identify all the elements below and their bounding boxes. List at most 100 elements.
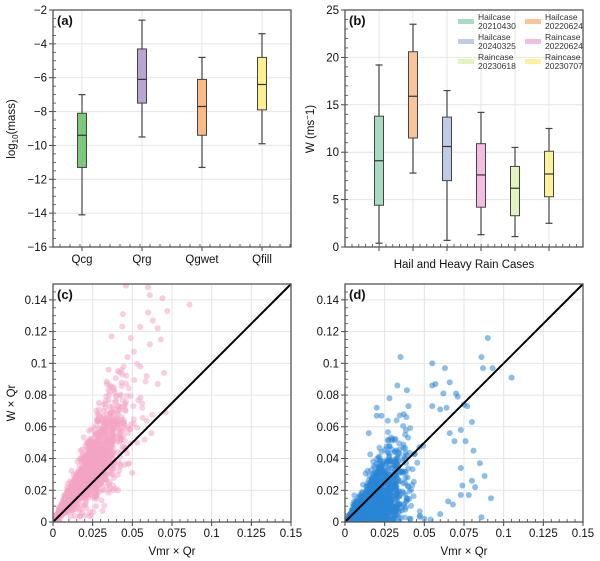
x-tick-label: 0 <box>342 528 348 540</box>
scatter-point <box>408 502 415 509</box>
scatter-point <box>382 469 389 476</box>
x-tick-label: 0.125 <box>529 528 558 540</box>
scatter-point <box>367 499 374 506</box>
scatter-point <box>476 460 483 467</box>
scatter-point <box>437 511 444 518</box>
legend-label-line2: 20220624 <box>545 21 583 31</box>
scatter-point <box>454 393 461 400</box>
scatter-point <box>95 452 102 459</box>
scatter-point <box>402 431 409 438</box>
scatter-point <box>131 377 138 384</box>
scatter-point <box>465 492 472 499</box>
scatter-point <box>446 430 453 437</box>
scatter-point <box>389 483 396 490</box>
scatter-point <box>481 472 488 479</box>
y-axis-label: W (ms−1) <box>303 105 317 153</box>
scatter-point <box>97 481 104 488</box>
scatter-point <box>432 380 439 387</box>
scatter-point <box>402 504 409 511</box>
panel-0: −16 −14 −12 −10 −8 −6 −4 −2 Qcg Qrg Qgwet Qfill (a) l… <box>6 5 292 266</box>
panel-1: 0 5 10 15 20 25 (b) Hail and Heavy Rain Cases W … <box>303 5 584 271</box>
scatter-point <box>116 407 123 414</box>
scatter-point <box>380 458 387 465</box>
scatter-point <box>441 365 448 372</box>
scatter-point <box>114 449 121 456</box>
scatter-point <box>384 417 391 424</box>
x-tick-label: 0.15 <box>280 528 302 540</box>
legend-swatch <box>458 39 474 44</box>
scatter-point <box>159 295 166 302</box>
scatter-point <box>393 447 400 454</box>
scatter-point <box>139 414 146 421</box>
scatter-point <box>67 486 74 493</box>
scatter-point <box>80 495 87 502</box>
scatter-point <box>489 365 496 372</box>
scatter-point <box>361 518 368 522</box>
scatter-point <box>143 373 150 380</box>
scatter-point <box>487 495 494 502</box>
box-case-4 <box>510 165 520 217</box>
y-tick-label: 5 <box>333 195 339 207</box>
scatter-point <box>382 496 389 503</box>
scatter-point <box>137 323 144 330</box>
scatter-point <box>118 383 125 390</box>
scatter-point <box>115 421 122 428</box>
legend-label-line1: Raincase <box>545 52 581 62</box>
y-axis-label-rest: 1) <box>305 105 317 115</box>
scatter-point <box>71 513 78 520</box>
scatter-point <box>449 501 456 508</box>
x-tick-label: 0.1 <box>204 528 220 540</box>
scatter-point <box>385 510 392 517</box>
scatter-point <box>386 395 393 402</box>
scatter-point <box>110 444 117 451</box>
x-axis-label: Vmr × Qr <box>441 546 488 558</box>
scatter-point <box>154 380 161 387</box>
legend-label-line1: Hailcase <box>545 12 578 22</box>
legend-label-line1: Hailcase <box>478 12 511 22</box>
axes-frame <box>344 283 584 523</box>
scatter-point <box>478 514 485 521</box>
y-tick-label: 0.06 <box>25 422 47 434</box>
y-tick-label: 0.14 <box>317 295 340 307</box>
scatter-point <box>105 366 112 373</box>
scatter-point <box>99 444 106 451</box>
scatter-point <box>92 470 99 477</box>
scatter-point <box>110 474 117 481</box>
scatter-point <box>88 450 95 457</box>
scatter-point <box>388 499 395 506</box>
x-tick-label: 0.125 <box>237 528 266 540</box>
panel-label: (c) <box>57 287 73 302</box>
scatter-point <box>416 513 423 520</box>
scatter-point <box>372 510 379 517</box>
scatter-point <box>378 489 385 496</box>
scatter-point <box>111 398 118 405</box>
scatter-point <box>98 436 105 443</box>
legend-swatch <box>458 59 474 64</box>
x-tick-label: 0.025 <box>370 528 399 540</box>
scatter-point <box>400 411 407 418</box>
y-tick-label: 0.02 <box>317 485 339 497</box>
y-tick-label: −12 <box>27 174 47 186</box>
scatter-point <box>371 464 378 471</box>
scatter-point <box>90 508 97 515</box>
scatter-point <box>373 469 380 476</box>
legend-label-line2: 20240325 <box>478 41 516 51</box>
scatter-point <box>361 510 368 517</box>
scatter-point <box>405 403 412 410</box>
scatter-point <box>402 514 409 521</box>
legend-swatch <box>458 19 474 24</box>
axes-frame <box>52 9 292 248</box>
x-axis-label: Hail and Heavy Rain Cases <box>394 259 535 271</box>
scatter-point <box>367 507 374 514</box>
scatter-point <box>480 365 487 372</box>
scatter-point <box>105 392 112 399</box>
scatter-point <box>111 426 118 433</box>
scatter-point <box>137 363 144 370</box>
y-tick-label: 0.08 <box>25 390 47 402</box>
x-tick-label: Qfill <box>252 254 272 266</box>
scatter-point <box>445 498 452 505</box>
scatter-point <box>139 400 146 407</box>
scatter-point <box>109 403 116 410</box>
legend-swatch <box>525 19 541 24</box>
y-tick-label: 0.12 <box>317 327 339 339</box>
